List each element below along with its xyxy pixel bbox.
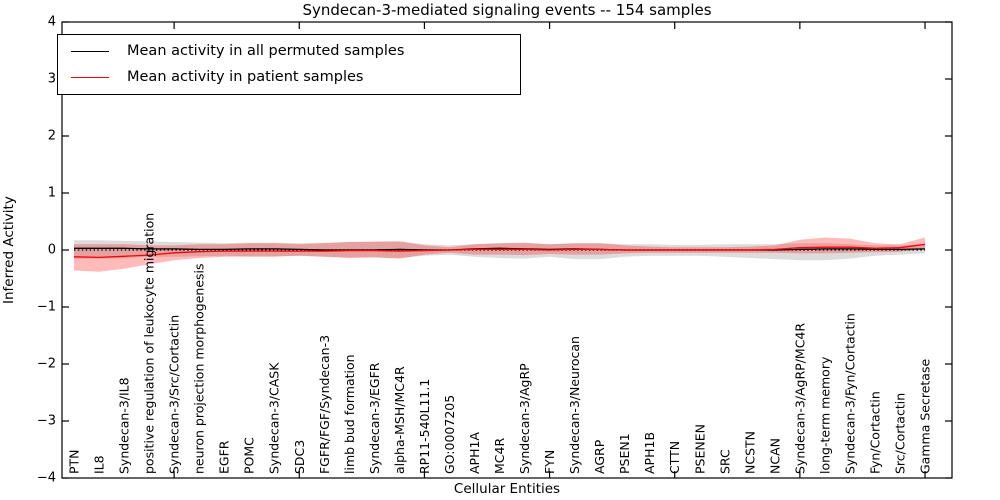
category-label: Syndecan-3/AgRP [517, 363, 532, 474]
y-tick-label: −3 [36, 413, 56, 429]
patient-mean-line [73, 243, 926, 259]
x-axis-label: Cellular Entities [453, 481, 561, 497]
y-tick-label: 1 [47, 185, 56, 201]
y-tick-label: −4 [36, 470, 56, 486]
category-label: Syndecan-3/Fyn/Cortactin [842, 313, 857, 474]
legend-label-permuted: Mean activity in all permuted samples [127, 43, 405, 60]
y-tick-label: −1 [36, 299, 56, 315]
category-label: positive regulation of leukocyte migrati… [142, 213, 157, 474]
category-label: Syndecan-3/Src/Cortactin [167, 315, 182, 474]
legend-entry-permuted: Mean activity in all permuted samples [71, 43, 520, 60]
category-label: SRC [717, 449, 732, 474]
legend: Mean activity in all permuted samples Me… [57, 34, 521, 95]
category-label: neuron projection morphogenesis [192, 263, 207, 474]
y-tick-label: 3 [47, 71, 56, 87]
y-tick-label: 0 [47, 242, 56, 258]
category-label: Gamma Secretase [918, 359, 933, 474]
category-label: Syndecan-3/EGFR [367, 362, 382, 474]
category-label: PSENEN [692, 424, 707, 474]
category-label: NCSTN [742, 431, 757, 474]
patient-band [74, 237, 925, 272]
category-label: MC4R [492, 438, 507, 474]
category-label: Syndecan-3/CASK [267, 362, 282, 474]
legend-line-permuted-sample [71, 51, 109, 53]
category-label: EGFR [217, 440, 232, 474]
category-label: Syndecan-3/IL8 [117, 377, 132, 474]
category-label: FGFR/FGF/Syndecan-3 [317, 335, 332, 474]
category-label: PSEN1 [617, 433, 632, 474]
category-label: POMC [242, 437, 257, 474]
category-label: AGRP [592, 439, 607, 474]
category-label: alpha-MSH/MC4R [392, 366, 407, 474]
category-label: Fyn/Cortactin [867, 391, 882, 474]
legend-line-patient-sample [71, 76, 109, 78]
category-label: limb bud formation [342, 354, 357, 474]
category-label: SDC3 [292, 440, 307, 474]
category-label: Syndecan-3/AgRP/MC4R [792, 323, 807, 474]
legend-label-patient: Mean activity in patient samples [127, 68, 364, 85]
category-label: long-term memory [817, 356, 832, 474]
category-label: NCAN [767, 438, 782, 474]
permuted-mean-line [74, 247, 926, 251]
category-label: APH1B [642, 432, 657, 474]
category-label: Syndecan-3/Neurocan [567, 336, 582, 474]
y-tick-label: 4 [47, 14, 56, 30]
category-label: GO:0007205 [442, 395, 457, 474]
category-label: APH1A [467, 432, 482, 474]
legend-entry-patient: Mean activity in patient samples [71, 69, 520, 86]
category-label: Src/Cortactin [892, 393, 907, 474]
y-tick-label: −2 [36, 356, 56, 372]
category-label: PTN [67, 449, 82, 474]
y-tick-label: 2 [47, 128, 56, 144]
chart-title: Syndecan-3-mediated signaling events -- … [302, 1, 712, 19]
category-label: IL8 [92, 455, 107, 474]
category-label: RP11-540L11.1 [417, 379, 432, 474]
category-label: FYN [542, 450, 557, 474]
category-label: CTTN [667, 441, 682, 474]
